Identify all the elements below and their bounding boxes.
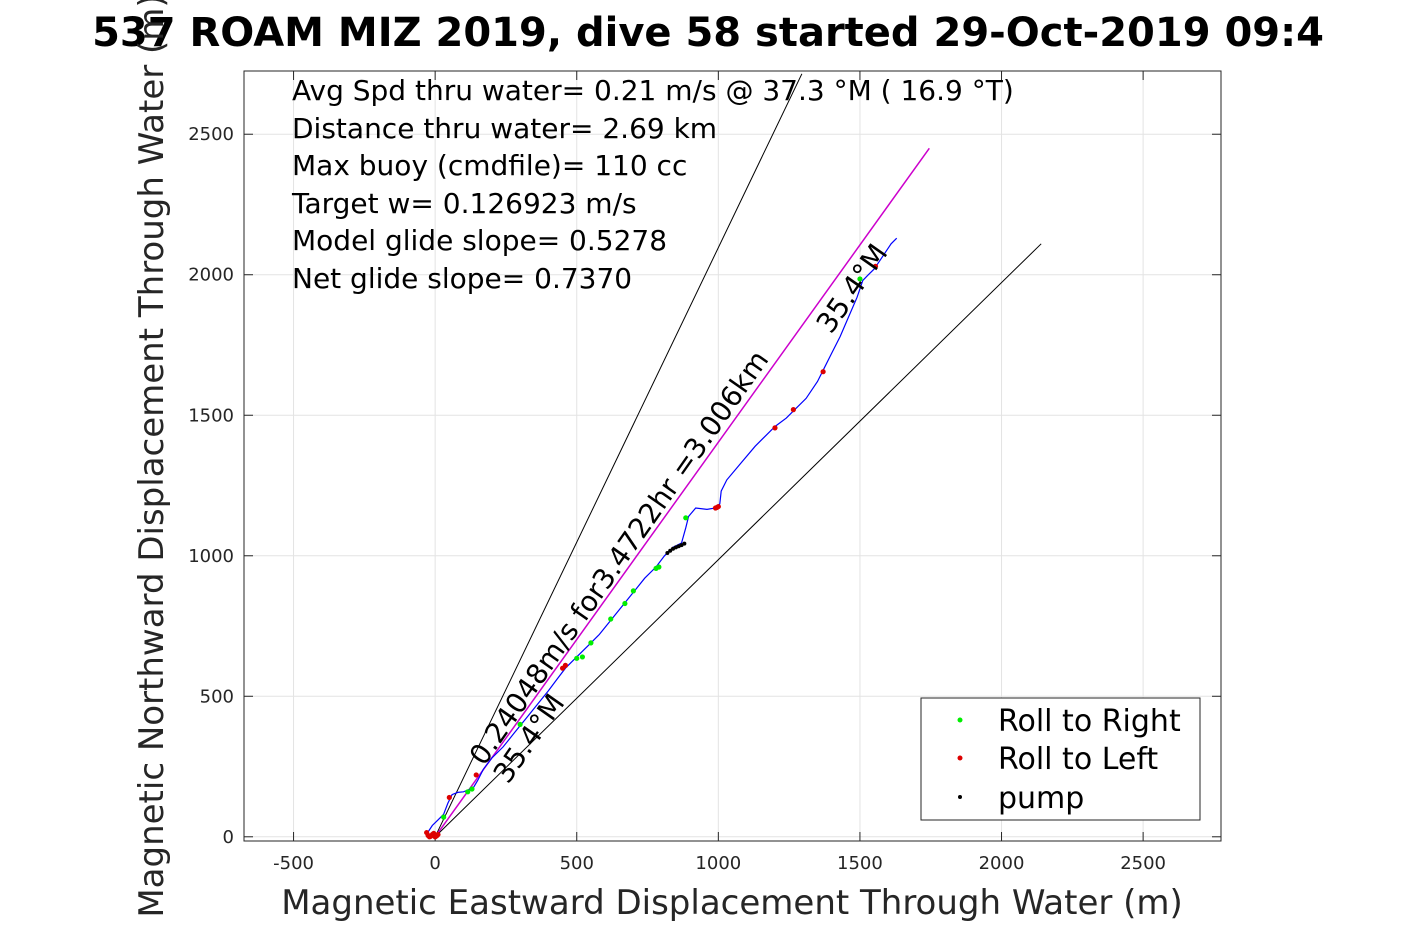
- roll-to-left-point: [715, 503, 721, 510]
- legend-marker-roll-left: [957, 755, 963, 761]
- roll-to-right-point: [574, 655, 580, 661]
- annotation-target-w: Target w= 0.126923 m/s: [291, 187, 637, 220]
- roll-to-left-point: [772, 425, 778, 431]
- cone-right-line: [434, 243, 1042, 838]
- legend: Roll to Right Roll to Left pump: [920, 697, 1201, 821]
- x-tick-label: 1500: [837, 853, 883, 874]
- heading-line-line: [434, 147, 930, 838]
- pump-point: [682, 541, 687, 546]
- roll-to-right-point: [630, 588, 636, 594]
- roll-to-left-point: [435, 831, 441, 838]
- speed-distance-label: 0.24048m/s for3.4722hr =3.006km: [463, 344, 776, 771]
- roll-to-left-point: [790, 407, 796, 413]
- roll-to-right-point: [588, 640, 594, 646]
- roll-to-left-point: [446, 794, 452, 801]
- x-tick-label: 500: [560, 853, 594, 874]
- legend-label-pump: pump: [998, 781, 1084, 816]
- roll-to-right-point: [469, 786, 475, 792]
- roll-to-right-point: [579, 654, 586, 660]
- roll-to-right-point: [441, 814, 447, 820]
- x-tick-label: 0: [429, 853, 440, 874]
- roll-to-right-point: [622, 600, 628, 607]
- legend-marker-pump: [958, 795, 962, 799]
- grid: [244, 71, 1221, 841]
- annotation-max-buoy: Max buoy (cmdfile)= 110 cc: [292, 149, 687, 182]
- roll-to-right-point: [517, 721, 523, 727]
- y-axis-title: Magnetic Northward Displacement Through …: [132, 0, 172, 918]
- x-axis-ticks: -500 0 500 1000 1500 2000 2500: [273, 71, 1166, 874]
- y-tick-label: 1500: [188, 405, 234, 426]
- legend-marker-roll-right: [957, 717, 963, 723]
- y-axis-ticks: 0 500 1000 1500 2000 2500: [188, 124, 1221, 848]
- y-tick-label: 0: [223, 827, 234, 848]
- annotation-distance: Distance thru water= 2.69 km: [292, 112, 717, 145]
- roll-to-right-point: [857, 276, 863, 282]
- y-tick-label: 500: [200, 686, 234, 707]
- roll-to-right-point: [683, 515, 689, 521]
- y-tick-label: 1000: [188, 546, 234, 567]
- x-tick-label: 2000: [979, 853, 1025, 874]
- roll-to-right-point: [656, 564, 662, 570]
- cone-left-line: [434, 73, 803, 838]
- pump-point: [665, 550, 670, 555]
- y-tick-label: 2000: [188, 265, 234, 286]
- pump-point: [668, 548, 673, 553]
- x-tick-label: 1000: [695, 853, 741, 874]
- legend-box: [920, 697, 1201, 821]
- roll-to-left-point: [562, 662, 569, 668]
- y-tick-label: 2500: [188, 124, 234, 145]
- legend-label-roll-right: Roll to Right: [998, 704, 1181, 739]
- reference-lines: [434, 73, 1042, 838]
- roll-to-left-point: [820, 369, 826, 375]
- chart-title: 537 ROAM MIZ 2019, dive 58 started 29-Oc…: [92, 10, 1324, 56]
- annotation-block: Avg Spd thru water= 0.21 m/s @ 37.3 °M (…: [291, 74, 1014, 295]
- annotation-net-glide: Net glide slope= 0.7370: [292, 262, 632, 295]
- event-points: [424, 263, 879, 840]
- x-tick-label: 2500: [1120, 853, 1166, 874]
- annotation-model-glide: Model glide slope= 0.5278: [292, 224, 667, 257]
- legend-label-roll-left: Roll to Left: [998, 742, 1158, 777]
- roll-to-right-point: [608, 616, 614, 622]
- plot-frame: [243, 70, 1222, 842]
- roll-to-right-point: [465, 789, 471, 795]
- heading-label-top: 35.4°M: [810, 238, 895, 339]
- x-axis-title: Magnetic Eastward Displacement Through W…: [281, 883, 1183, 923]
- roll-to-left-point: [473, 772, 479, 778]
- roll-to-left-point: [872, 263, 879, 269]
- annotation-avg-speed: Avg Spd thru water= 0.21 m/s @ 37.3 °M (…: [292, 74, 1014, 107]
- x-tick-label: -500: [273, 853, 314, 874]
